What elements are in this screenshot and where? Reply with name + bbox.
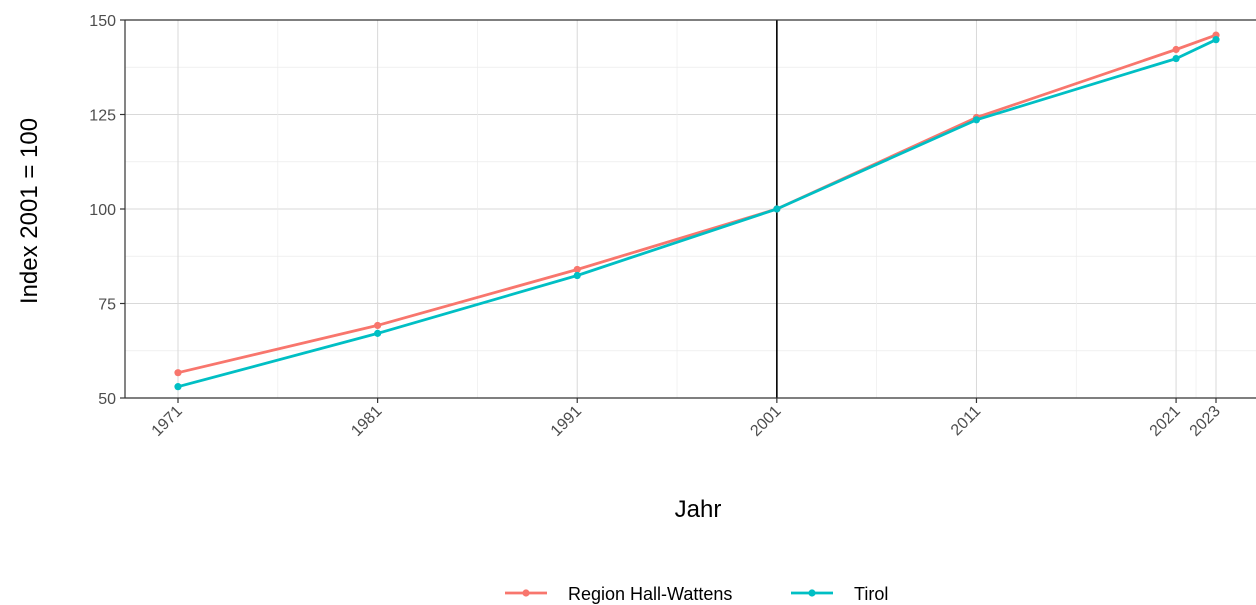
y-tick-labels: 50 75 100 125 150 [89, 13, 116, 408]
x-tick-label: 2011 [948, 403, 984, 439]
x-tick-label: 2001 [747, 403, 784, 440]
legend-label: Region Hall-Wattens [568, 584, 732, 604]
data-point [573, 271, 581, 280]
data-point [1172, 54, 1180, 63]
data-point [174, 369, 182, 377]
grid-lines [125, 19, 1256, 399]
x-tick-label: 1971 [149, 403, 186, 440]
x-tick-label: 1981 [348, 403, 385, 440]
y-tick-label: 100 [89, 202, 116, 219]
y-tick-label: 50 [98, 391, 116, 408]
axes [120, 19, 1256, 403]
legend-key-point [522, 589, 530, 597]
y-tick-label: 125 [89, 108, 116, 125]
data-point [1172, 45, 1180, 54]
y-axis-title: Index 2001 = 100 [16, 118, 43, 304]
series-group [174, 31, 1220, 391]
legend: Region Hall-Wattens Tirol [505, 584, 888, 604]
legend-label: Tirol [854, 584, 888, 604]
data-point [773, 205, 781, 213]
x-axis-title: Jahr [675, 496, 722, 523]
data-point [374, 321, 382, 330]
data-point [374, 329, 382, 337]
x-tick-labels: 1971 1981 1991 2001 2011 2021 2023 [149, 403, 1224, 440]
x-tick-label: 1991 [548, 403, 585, 440]
data-point [573, 265, 581, 274]
x-tick-label: 2021 [1147, 403, 1184, 440]
legend-key-point [808, 589, 816, 597]
series-line-1 [177, 33, 1217, 375]
x-tick-label: 2023 [1187, 403, 1224, 440]
y-tick-label: 75 [98, 297, 116, 314]
data-point [1212, 36, 1220, 44]
data-point [174, 383, 182, 391]
y-tick-label: 150 [89, 13, 116, 30]
data-point [972, 116, 981, 124]
